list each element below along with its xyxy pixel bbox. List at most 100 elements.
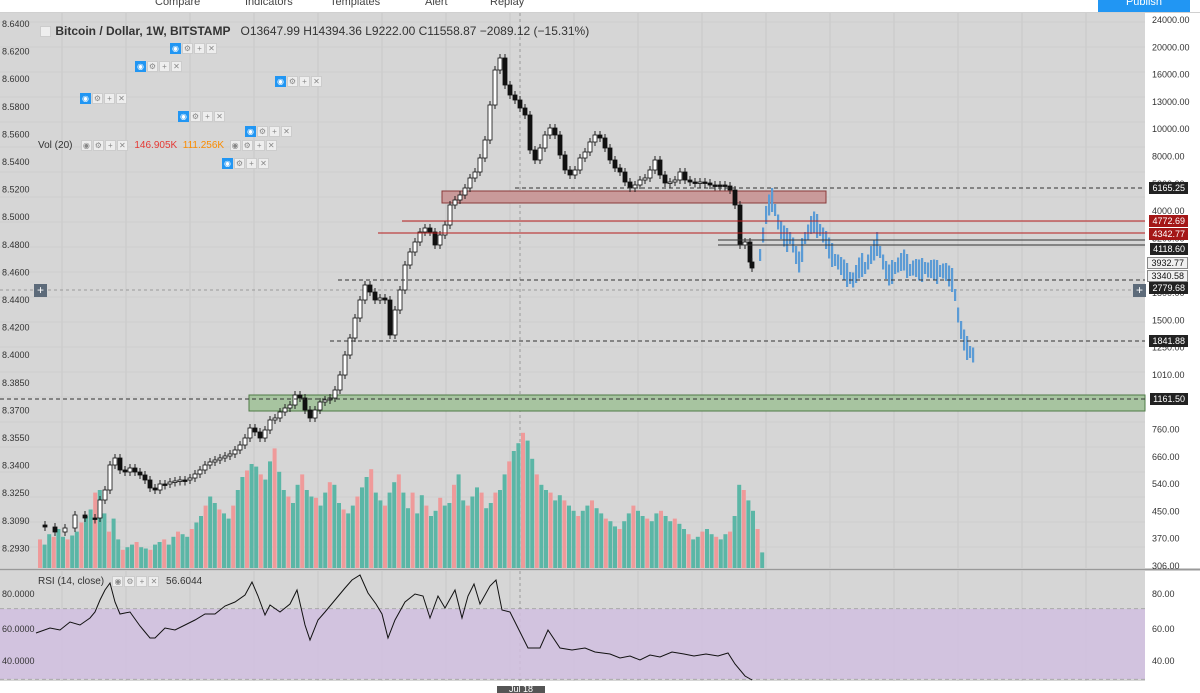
add-icon[interactable]: +: [194, 42, 205, 54]
volume-bar-up: [649, 521, 654, 568]
add-alert-right-button[interactable]: +: [1133, 284, 1146, 297]
candle-up: [277, 411, 283, 419]
left-axis-tick-label: 8.2930: [2, 543, 30, 553]
settings-icon[interactable]: ⚙: [124, 576, 136, 587]
volume-bar-down: [286, 496, 291, 568]
rsi-axis-left-tick-label: 60.0000: [2, 624, 35, 634]
indicators-button[interactable]: Indicators: [245, 0, 293, 8]
candle-up: [572, 169, 578, 176]
volume-bar-down: [424, 505, 429, 568]
candle-up: [577, 157, 583, 171]
replay-button[interactable]: Replay: [490, 0, 525, 8]
volume-bar-up: [42, 544, 47, 568]
volume-bar-up: [525, 440, 530, 568]
settings-icon[interactable]: ⚙: [287, 75, 298, 87]
settings-icon[interactable]: ⚙: [147, 60, 158, 72]
projection-bar: [789, 232, 792, 244]
projection-bar: [828, 237, 831, 259]
add-icon[interactable]: +: [269, 125, 280, 137]
add-icon[interactable]: +: [136, 576, 148, 587]
volume-bar-up: [695, 536, 700, 568]
candle-down: [302, 397, 308, 411]
add-icon[interactable]: +: [104, 92, 115, 104]
volume-bar-down: [258, 474, 263, 568]
volume-bar-up: [47, 534, 52, 568]
volume-bar-down: [410, 492, 415, 568]
volume-bar-down: [396, 474, 401, 568]
settings-icon[interactable]: ⚙: [92, 92, 103, 104]
close-icon[interactable]: ✕: [148, 576, 160, 587]
close-icon[interactable]: ✕: [265, 140, 277, 151]
volume-bar-up: [626, 513, 631, 568]
eye-icon[interactable]: ◉: [222, 157, 233, 169]
eye-icon[interactable]: ◉: [80, 140, 92, 151]
candle-up: [462, 187, 468, 196]
eye-icon[interactable]: ◉: [112, 576, 124, 587]
eye-icon[interactable]: ◉: [275, 75, 286, 87]
alert-button[interactable]: Alert: [425, 0, 448, 8]
candle-down: [602, 137, 608, 149]
left-axis-tick-label: 8.5400: [2, 157, 30, 167]
add-icon[interactable]: +: [202, 110, 213, 122]
templates-button[interactable]: Templates: [330, 0, 381, 8]
close-icon[interactable]: ✕: [206, 42, 217, 54]
publish-button[interactable]: Publish: [1098, 0, 1190, 12]
volume-bar-down: [755, 529, 760, 568]
eye-icon[interactable]: ◉: [170, 42, 181, 54]
projection-bar: [954, 289, 957, 301]
candle-up: [642, 177, 648, 181]
volume-bar-up: [143, 548, 148, 568]
candle-down: [717, 184, 723, 187]
projection-bar: [780, 221, 783, 239]
volume-bar-up: [185, 536, 190, 568]
left-axis-tick-label: 8.3850: [2, 378, 30, 388]
close-icon[interactable]: ✕: [116, 92, 127, 104]
settings-icon[interactable]: ⚙: [234, 157, 245, 169]
volume-label: Vol (20): [38, 140, 73, 152]
volume-bar-up: [277, 471, 282, 568]
compare-button[interactable]: Compare: [155, 0, 201, 8]
settings-icon[interactable]: ⚙: [257, 125, 268, 137]
candle-down: [147, 479, 153, 489]
add-icon[interactable]: +: [159, 60, 170, 72]
candle-up: [267, 419, 273, 431]
candle-up: [72, 514, 78, 529]
settings-icon[interactable]: ⚙: [241, 140, 253, 151]
settings-icon[interactable]: ⚙: [190, 110, 201, 122]
add-icon[interactable]: +: [253, 140, 265, 151]
eye-icon[interactable]: ◉: [135, 60, 146, 72]
candle-up: [207, 461, 213, 466]
candle-up: [467, 177, 473, 189]
add-icon[interactable]: +: [104, 140, 116, 151]
eye-icon[interactable]: ◉: [80, 92, 91, 104]
projection-bar: [882, 254, 885, 270]
add-icon[interactable]: +: [299, 75, 310, 87]
demand-zone: [248, 394, 1146, 412]
candle-up: [362, 284, 368, 301]
candle-down: [597, 134, 603, 139]
projection-bar: [966, 336, 969, 360]
close-icon[interactable]: ✕: [171, 60, 182, 72]
close-icon[interactable]: ✕: [116, 140, 128, 151]
close-icon[interactable]: ✕: [214, 110, 225, 122]
close-icon[interactable]: ✕: [311, 75, 322, 87]
settings-icon[interactable]: ⚙: [182, 42, 193, 54]
volume-bar-down: [659, 510, 663, 568]
candle-down: [517, 99, 523, 109]
projection-bar: [933, 259, 936, 281]
add-alert-left-button[interactable]: +: [34, 284, 47, 297]
settings-icon[interactable]: ⚙: [92, 140, 104, 151]
right-axis-tick-label: 1500.00: [1152, 315, 1185, 325]
add-icon[interactable]: +: [246, 157, 257, 169]
candle-up: [407, 251, 413, 266]
eye-icon[interactable]: ◉: [178, 110, 189, 122]
candle-down: [367, 284, 373, 293]
volume-bar-up: [263, 479, 268, 568]
volume-bar-up: [125, 547, 130, 568]
close-icon[interactable]: ✕: [258, 157, 269, 169]
eye-icon[interactable]: ◉: [245, 125, 256, 137]
close-icon[interactable]: ✕: [281, 125, 292, 137]
rsi-axis-right-tick-label: 80.00: [1152, 589, 1175, 599]
eye-icon[interactable]: ◉: [229, 140, 241, 151]
